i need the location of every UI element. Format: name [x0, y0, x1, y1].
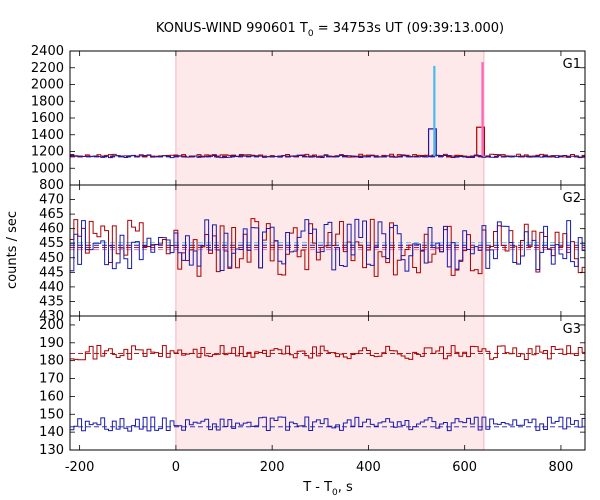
- y-tick-label: 1400: [31, 128, 64, 143]
- highlight-interval: [175, 316, 484, 450]
- x-tick-label: 400: [356, 460, 381, 475]
- y-tick-label: 2400: [31, 44, 64, 59]
- x-tick-label: 600: [452, 460, 477, 475]
- y-tick-label: 455: [39, 236, 64, 251]
- highlight-interval: [175, 185, 484, 316]
- x-tick-label: 0: [172, 460, 180, 475]
- panel-label: G2: [563, 191, 581, 206]
- spike-cyan: [433, 65, 436, 157]
- y-tick-label: 445: [39, 265, 64, 280]
- series-blue: [70, 416, 585, 432]
- panel-frame: [69, 315, 586, 451]
- spike-pink: [481, 62, 484, 157]
- y-tick-label: 160: [39, 389, 64, 404]
- panel-label: G3: [563, 322, 581, 337]
- panel-g3: 130 140 150 160 170 180 190 200 G3: [39, 315, 586, 458]
- y-tick-label: 2200: [31, 61, 64, 76]
- y-tick-label: 170: [39, 372, 64, 387]
- y-tick-label: 200: [39, 318, 64, 333]
- spike-blue: [427, 128, 437, 157]
- y-tick-label: 1800: [31, 94, 64, 109]
- y-tick-label: 150: [39, 407, 64, 422]
- y-tick-label: 1000: [31, 161, 64, 176]
- series-group: [70, 218, 585, 277]
- x-tick-label: -200: [65, 460, 95, 475]
- y-tick-label: 800: [39, 178, 64, 193]
- y-tick-label: 470: [39, 193, 64, 208]
- x-tick-label: 800: [549, 460, 574, 475]
- panel-label: G1: [563, 57, 581, 72]
- y-tick-label: 180: [39, 354, 64, 369]
- y-tick-label: 130: [39, 443, 64, 458]
- series-blue: [70, 154, 585, 159]
- y-tick-label: 190: [39, 336, 64, 351]
- spike-red: [476, 126, 486, 156]
- panels-group: 80010001200140016001800200022002400G1430…: [31, 44, 586, 458]
- y-tick-label: 450: [39, 251, 64, 266]
- y-tick-label: 440: [39, 280, 64, 295]
- highlight-interval: [175, 51, 484, 185]
- y-tick-label: 1200: [31, 145, 64, 160]
- x-axis-title: T - T0, s: [302, 480, 353, 498]
- y-tick-label: 1600: [31, 111, 64, 126]
- x-axis: -200 0 200 400 600 800: [65, 460, 573, 475]
- series-blue: [70, 218, 585, 272]
- series-group: [70, 62, 585, 159]
- y-tick-label: 435: [39, 294, 64, 309]
- x-tick-label: 200: [260, 460, 285, 475]
- y-tick-label: 140: [39, 425, 64, 440]
- y-axis-title: counts / sec: [5, 211, 20, 289]
- series-red: [70, 345, 585, 361]
- series-group: [70, 345, 585, 432]
- y-tick-label: 465: [39, 207, 64, 222]
- chart-title: KONUS-WIND 990601 T0 = 34753s UT (09:39:…: [156, 21, 504, 39]
- y-tick-label: 2000: [31, 78, 64, 93]
- y-tick-label: 460: [39, 222, 64, 237]
- y-tick-label: 430: [39, 309, 64, 324]
